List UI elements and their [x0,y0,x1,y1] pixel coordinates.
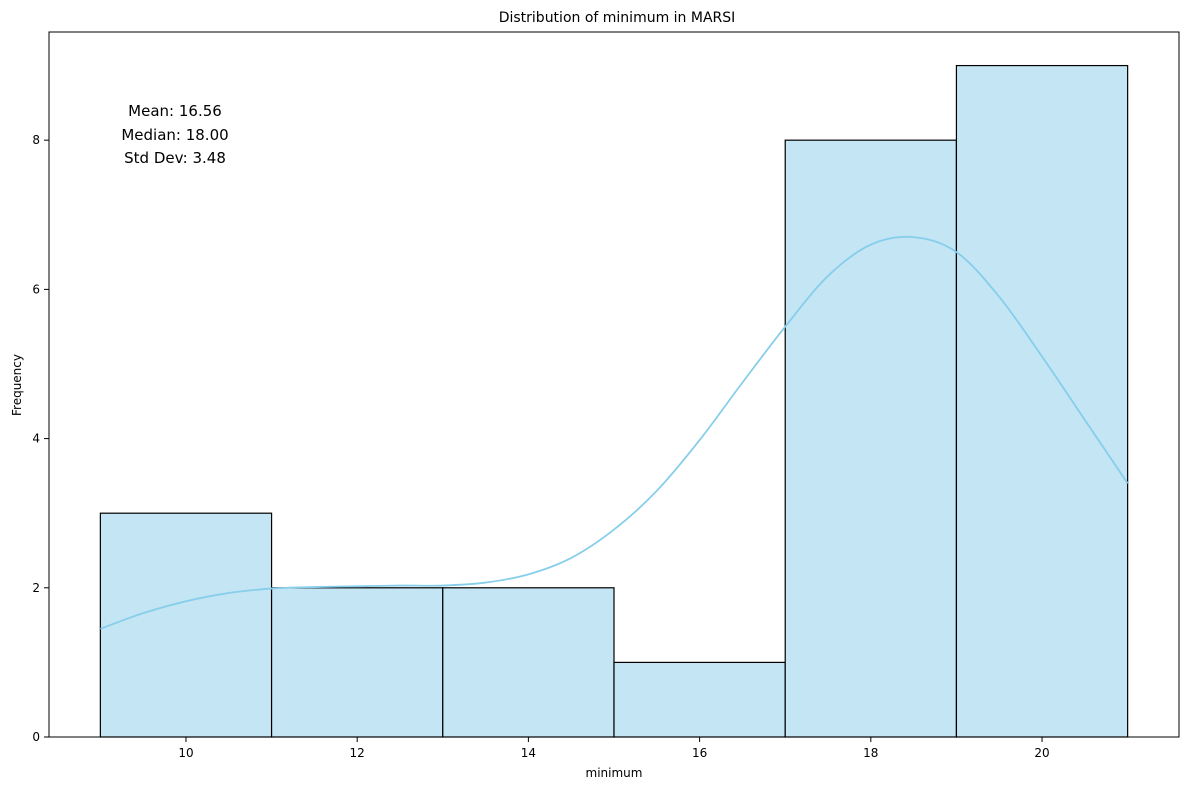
histogram-bar [613,661,786,738]
histogram-bar [99,512,273,738]
stats-mean: Mean: 16.56 [128,102,222,120]
y-tick-label: 6 [32,282,40,296]
x-tick-label: 10 [178,746,193,760]
y-tick-label: 4 [32,432,40,446]
x-tick-label: 20 [1034,746,1049,760]
histogram-bar [955,64,1129,738]
x-tick-label: 16 [692,746,707,760]
y-tick-label: 0 [32,730,40,744]
kde-layer [100,235,1129,630]
histogram-bar [270,587,444,738]
x-axis-label: minimum [586,766,643,780]
plot-frame [48,31,1180,738]
x-tick-label: 18 [863,746,878,760]
histogram-bar [784,139,958,738]
stats-std-dev: Std Dev: 3.48 [124,149,226,167]
stats-annotation: Mean: 16.56 Median: 18.00 Std Dev: 3.48 [121,102,228,167]
x-tick-label: 14 [521,746,536,760]
y-axis-label: Frequency [10,354,24,416]
stats-median: Median: 18.00 [121,126,228,144]
bars-layer [99,64,1129,738]
histogram-bar [442,587,615,738]
y-axis-ticks: 0 2 4 6 8 [32,133,49,744]
x-tick-label: 12 [350,746,365,760]
y-tick-label: 2 [32,581,40,595]
chart-title: Distribution of minimum in MARSI [499,10,736,26]
x-axis-ticks: 10 12 14 16 18 20 [178,737,1050,760]
kde-curve [100,235,1129,630]
y-tick-label: 8 [32,133,40,147]
